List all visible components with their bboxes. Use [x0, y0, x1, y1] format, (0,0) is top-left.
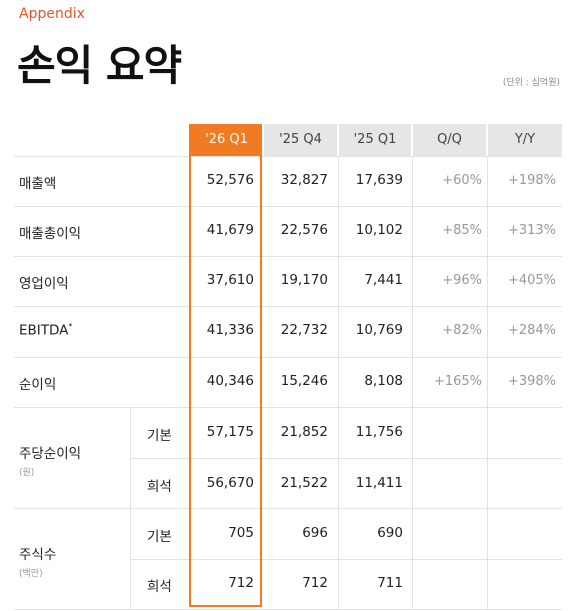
unit-note: (단위 : 십억원)	[502, 78, 560, 88]
cell-revenue-25q1: 17,639	[355, 172, 403, 188]
col-divider	[487, 156, 488, 609]
cell-ebitda-25q4: 22,732	[280, 322, 328, 338]
col-header-25q4: '25 Q4	[264, 124, 337, 156]
row-label-revenue: 매출액	[19, 176, 57, 192]
cell-operating-income-25q4: 19,170	[280, 272, 328, 288]
cell-shares-diluted-26q1: 712	[228, 575, 254, 591]
cell-revenue-yy: +198%	[507, 173, 556, 188]
cell-revenue-25q4: 32,827	[280, 172, 328, 188]
row-divider	[14, 156, 562, 157]
cell-revenue-26q1: 52,576	[206, 172, 254, 188]
cell-eps-diluted-25q1: 11,411	[355, 475, 403, 491]
row-label-shares: 주식수	[19, 547, 57, 563]
eps-diluted-label: 희석	[147, 479, 172, 495]
shares-diluted-label: 희석	[147, 579, 172, 595]
current-quarter-highlight	[189, 124, 262, 607]
cell-shares-basic-25q1: 690	[377, 525, 403, 541]
row-divider	[14, 357, 562, 358]
cell-gross-profit-yy: +313%	[507, 223, 556, 238]
row-divider	[14, 407, 562, 408]
footnote-mark: *	[68, 322, 73, 331]
row-divider	[14, 609, 562, 610]
cell-eps-basic-26q1: 57,175	[206, 424, 254, 440]
row-divider	[14, 206, 562, 207]
col-header-qq: Q/Q	[413, 124, 486, 156]
cell-gross-profit-25q4: 22,576	[280, 222, 328, 238]
row-label-eps: 주당순이익	[19, 446, 82, 462]
cell-gross-profit-26q1: 41,679	[206, 222, 254, 238]
row-divider	[14, 306, 562, 307]
cell-gross-profit-qq: +85%	[442, 223, 482, 238]
ebitda-label: EBITDA	[19, 322, 69, 339]
row-label-net-income: 순이익	[19, 377, 57, 393]
row-divider	[14, 508, 562, 509]
col-header-25q1: '25 Q1	[339, 124, 411, 156]
cell-shares-diluted-25q1: 711	[377, 575, 403, 591]
cell-ebitda-qq: +82%	[442, 323, 482, 338]
cell-eps-diluted-26q1: 56,670	[206, 475, 254, 491]
cell-operating-income-25q1: 7,441	[364, 272, 403, 288]
cell-operating-income-qq: +96%	[442, 273, 482, 288]
row-label-operating-income: 영업이익	[19, 276, 69, 292]
cell-net-income-qq: +165%	[433, 374, 482, 389]
row-divider	[14, 256, 562, 257]
cell-ebitda-26q1: 41,336	[206, 322, 254, 338]
shares-unit: (백만)	[19, 569, 43, 579]
cell-shares-diluted-25q4: 712	[302, 575, 328, 591]
cell-shares-basic-25q4: 696	[302, 525, 328, 541]
col-divider	[338, 156, 339, 609]
cell-revenue-qq: +60%	[442, 173, 482, 188]
eps-unit: (원)	[19, 468, 35, 478]
cell-net-income-26q1: 40,346	[206, 373, 254, 389]
cell-net-income-yy: +398%	[507, 374, 556, 389]
eps-basic-label: 기본	[147, 428, 172, 444]
cell-operating-income-yy: +405%	[507, 273, 556, 288]
col-header-yy: Y/Y	[488, 124, 562, 156]
shares-basic-label: 기본	[147, 529, 172, 545]
row-label-gross-profit: 매출총이익	[19, 226, 82, 242]
row-divider	[130, 559, 562, 560]
row-divider	[130, 458, 562, 459]
page-title: 손익 요약	[17, 41, 182, 90]
cell-eps-diluted-25q4: 21,522	[280, 475, 328, 491]
appendix-label: Appendix	[19, 6, 85, 22]
cell-net-income-25q4: 15,246	[280, 373, 328, 389]
cell-eps-basic-25q4: 21,852	[280, 424, 328, 440]
cell-ebitda-25q1: 10,769	[355, 322, 403, 338]
cell-net-income-25q1: 8,108	[364, 373, 403, 389]
cell-eps-basic-25q1: 11,756	[355, 424, 403, 440]
cell-ebitda-yy: +284%	[507, 323, 556, 338]
cell-shares-basic-26q1: 705	[228, 525, 254, 541]
col-divider	[412, 156, 413, 609]
col-header-26q1: '26 Q1	[191, 124, 262, 156]
cell-operating-income-26q1: 37,610	[206, 272, 254, 288]
cell-gross-profit-25q1: 10,102	[355, 222, 403, 238]
row-label-ebitda: EBITDA*	[19, 322, 72, 339]
col-divider	[130, 407, 131, 609]
